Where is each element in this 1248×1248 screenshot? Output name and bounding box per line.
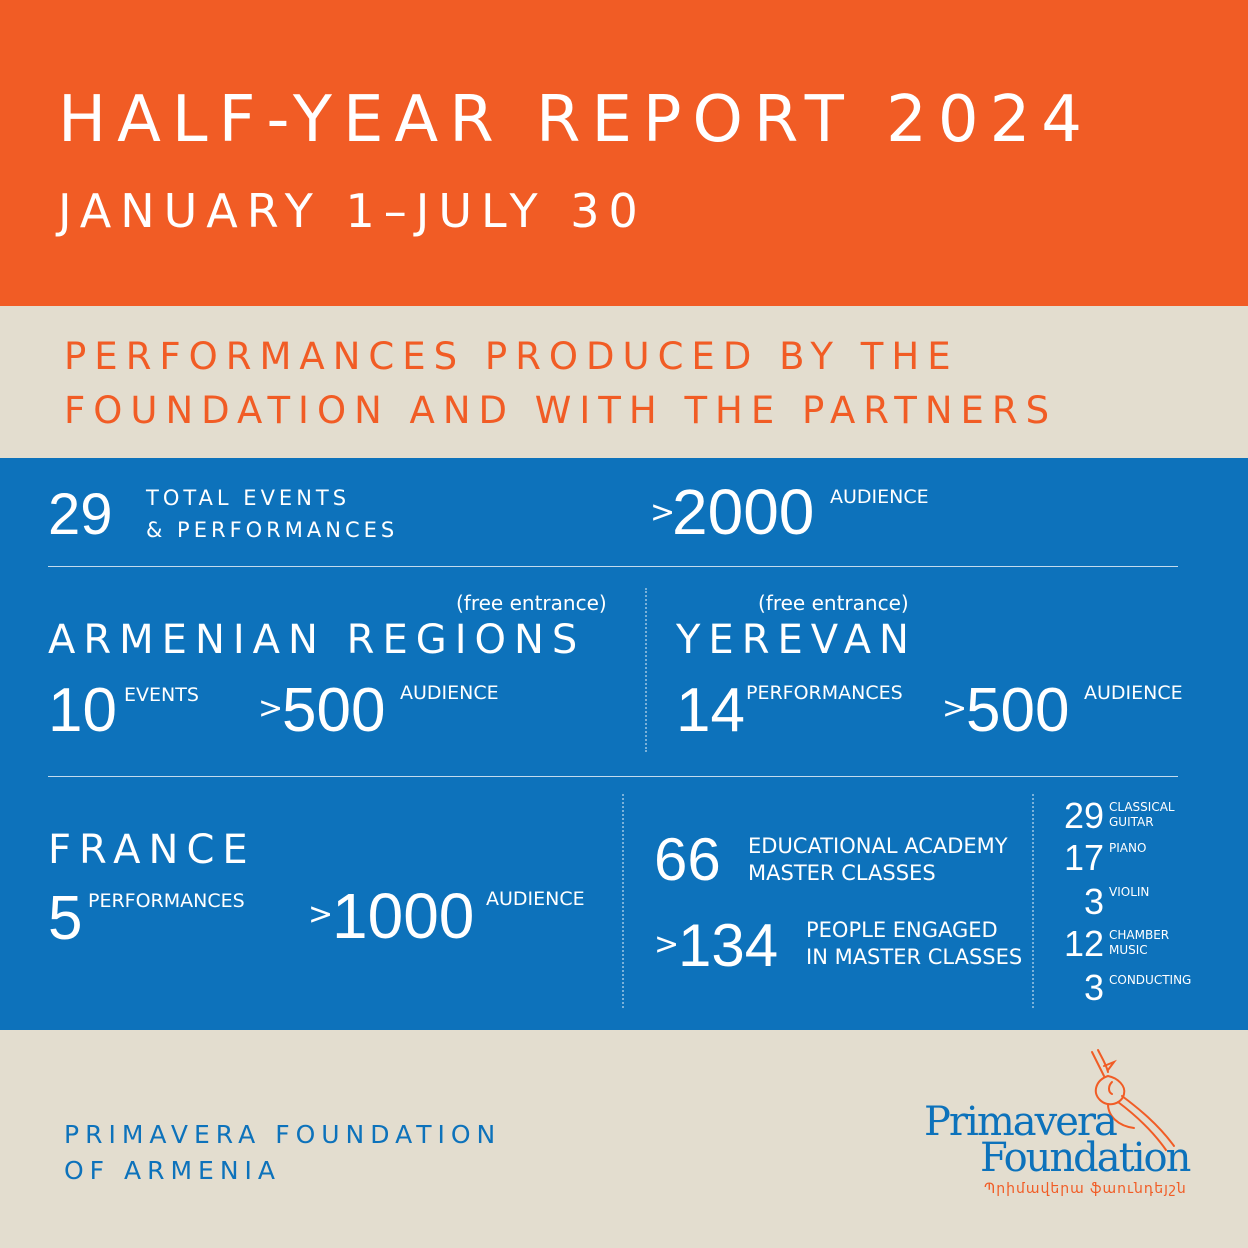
breakdown-guitar-value: 29 [1063, 795, 1104, 836]
yerevan-audience-prefix: > [942, 691, 968, 726]
master-classes-label-line-1: EDUCATIONAL ACADEMY [748, 834, 1008, 858]
breakdown-conducting-value: 3 [1083, 967, 1104, 1008]
breakdown-piano-label: PIANO [1109, 841, 1147, 855]
section-heading-line-2: FOUNDATION AND WITH THE PARTNERS [64, 389, 1058, 432]
logo-armenian-text: Պրիմավերա ֆաունդեյշն [984, 1181, 1187, 1197]
total-audience-label: AUDIENCE [830, 486, 929, 508]
breakdown-guitar-label-line-2: GUITAR [1109, 815, 1154, 829]
master-classes-label-line-2: MASTER CLASSES [748, 861, 936, 885]
total-audience-value: 2000 [672, 476, 815, 548]
armenian-regions-audience-label: AUDIENCE [400, 682, 499, 704]
france-audience-label: AUDIENCE [486, 888, 585, 910]
total-audience-prefix: > [650, 495, 676, 530]
yerevan-performances-value: 14 [676, 676, 745, 745]
divider-vertical-3 [1032, 794, 1034, 1008]
breakdown-chamber-label-line-2: MUSIC [1109, 943, 1148, 957]
master-classes-value: 66 [654, 826, 721, 893]
breakdown-piano-value: 17 [1063, 837, 1104, 878]
total-events-label-line-1: TOTAL EVENTS [146, 486, 351, 510]
footer-name-line-1: PRIMAVERA FOUNDATION [64, 1120, 502, 1149]
breakdown-chamber-label-line-1: CHAMBER [1109, 928, 1170, 942]
logo-word-primavera: Primavera [924, 1099, 1118, 1145]
france-performances-label: PERFORMANCES [88, 890, 245, 912]
people-engaged-prefix: > [654, 927, 680, 962]
total-events-label-line-2: & PERFORMANCES [146, 518, 399, 542]
breakdown-violin-label: VIOLIN [1109, 885, 1150, 899]
france-title: FRANCE [48, 827, 256, 873]
divider-vertical-2 [622, 794, 624, 1008]
yerevan-note: (free entrance) [758, 591, 909, 615]
section-heading-line-1: PERFORMANCES PRODUCED BY THE [64, 335, 959, 378]
people-engaged-label-line-1: PEOPLE ENGAGED [806, 918, 998, 942]
section-heading-band: PERFORMANCES PRODUCED BY THE FOUNDATION … [0, 306, 1248, 458]
report-title: HALF-YEAR REPORT 2024 [58, 83, 1093, 157]
footer-name-line-2: OF ARMENIA [64, 1156, 282, 1185]
yerevan-audience-label: AUDIENCE [1084, 682, 1183, 704]
divider-1 [48, 566, 1178, 567]
divider-vertical-1 [645, 588, 647, 752]
logo-word-foundation: Foundation [980, 1135, 1191, 1181]
breakdown-guitar-label-line-1: CLASSICAL [1109, 800, 1175, 814]
france-audience-prefix: > [308, 897, 334, 932]
yerevan-title: YEREVAN [676, 617, 917, 663]
armenian-regions-audience-prefix: > [258, 691, 284, 726]
primavera-logo: Primavera Foundation Պրիմավերա ֆաունդեյշ… [918, 1046, 1198, 1206]
armenian-regions-events-label: EVENTS [124, 684, 199, 706]
people-engaged-label-line-2: IN MASTER CLASSES [806, 945, 1023, 969]
france-audience-value: 1000 [332, 880, 475, 952]
bird-harp-icon [1091, 1049, 1175, 1151]
header-banner: HALF-YEAR REPORT 2024 JANUARY 1–JULY 30 [0, 0, 1248, 306]
stats-panel: 29 TOTAL EVENTS & PERFORMANCES > 2000 AU… [0, 458, 1248, 1030]
armenian-regions-title: ARMENIAN REGIONS [48, 617, 586, 663]
france-performances-value: 5 [48, 884, 83, 953]
total-events-value: 29 [48, 482, 113, 547]
yerevan-audience-value: 500 [966, 676, 1070, 745]
breakdown-conducting-label: CONDUCTING [1109, 973, 1192, 987]
breakdown-violin-value: 3 [1083, 881, 1104, 922]
breakdown-chamber-value: 12 [1063, 923, 1104, 964]
armenian-regions-audience-value: 500 [282, 676, 386, 745]
yerevan-performances-label: PERFORMANCES [746, 682, 903, 704]
armenian-regions-events-value: 10 [48, 676, 117, 745]
people-engaged-value: 134 [678, 912, 779, 979]
armenian-regions-note: (free entrance) [456, 591, 607, 615]
report-period: JANUARY 1–JULY 30 [58, 184, 647, 238]
divider-2 [48, 776, 1178, 777]
